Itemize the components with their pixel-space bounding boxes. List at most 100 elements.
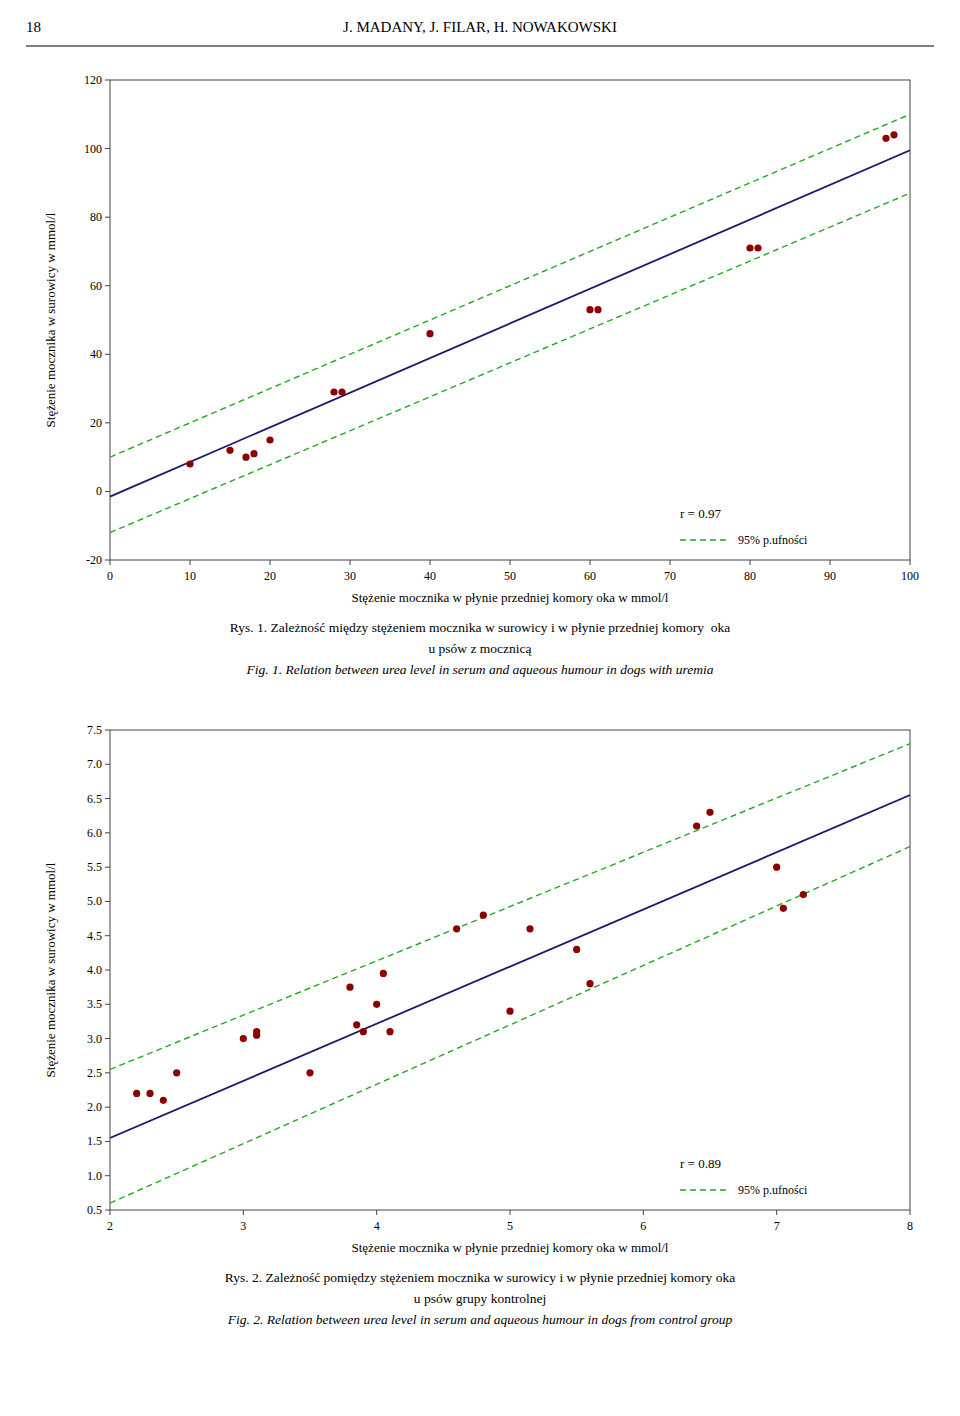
x-tick-label: 5 [507, 1219, 513, 1233]
caption: Fig. 1. Relation between urea level in s… [246, 662, 714, 677]
page-number: 18 [26, 19, 41, 35]
x-tick-label: 70 [664, 569, 676, 583]
x-tick [510, 1210, 511, 1215]
annotation-line-sample [680, 1189, 730, 1190]
x-tick-label: 90 [824, 569, 836, 583]
confidence-line [110, 193, 910, 532]
scatter-point [240, 1035, 247, 1042]
plot-marks [110, 114, 910, 532]
y-tick [105, 1107, 110, 1108]
chart: 0102030405060708090100-20020406080100120… [43, 73, 919, 677]
y-tick [105, 1038, 110, 1039]
y-tick [105, 1072, 110, 1073]
scatter-point [754, 244, 761, 251]
chart: 23456780.51.01.52.02.53.03.54.04.55.05.5… [43, 723, 913, 1327]
scatter-point [746, 244, 753, 251]
confidence-line [110, 847, 910, 1204]
y-tick-label: 2.5 [87, 1066, 102, 1080]
y-tick-label: 20 [90, 416, 102, 430]
x-tick [750, 560, 751, 565]
y-tick-label: 60 [90, 279, 102, 293]
annotation-line-sample [680, 539, 730, 540]
y-tick-label: 120 [84, 73, 102, 87]
x-tick-label: 3 [240, 1219, 246, 1233]
x-tick [643, 1210, 644, 1215]
y-tick [105, 217, 110, 218]
y-tick-label: 3.0 [87, 1032, 102, 1046]
scatter-point [586, 980, 593, 987]
y-tick [105, 354, 110, 355]
confidence-line [110, 114, 910, 457]
caption: u psów grupy kontrolnej [414, 1291, 546, 1306]
scatter-point [146, 1090, 153, 1097]
scatter-point [800, 891, 807, 898]
scatter-point [306, 1069, 313, 1076]
scatter-point [253, 1028, 260, 1035]
y-tick [105, 1210, 110, 1211]
y-tick-label: 7.5 [87, 723, 102, 737]
scatter-point [266, 436, 273, 443]
scatter-point [160, 1097, 167, 1104]
page-header: J. MADANY, J. FILAR, H. NOWAKOWSKI [343, 19, 617, 35]
y-tick-label: 7.0 [87, 757, 102, 771]
y-tick-label: 6.5 [87, 792, 102, 806]
plot-frame [110, 80, 910, 560]
x-tick [430, 560, 431, 565]
y-tick-label: 0 [96, 484, 102, 498]
y-tick-label: 3.5 [87, 997, 102, 1011]
scatter-point [426, 330, 433, 337]
scatter-point [882, 135, 889, 142]
y-tick [105, 764, 110, 765]
x-tick-label: 10 [184, 569, 196, 583]
x-tick [910, 1210, 911, 1215]
y-tick-label: 5.0 [87, 894, 102, 908]
scatter-point [330, 388, 337, 395]
y-tick [105, 1175, 110, 1176]
y-tick-label: 6.0 [87, 826, 102, 840]
y-tick-label: 0.5 [87, 1203, 102, 1217]
scatter-point [453, 925, 460, 932]
x-tick [110, 1210, 111, 1215]
y-axis-label: Stężenie mocznika w surowicy w mmol/l [43, 862, 58, 1077]
x-tick-label: 8 [907, 1219, 913, 1233]
y-tick-label: 4.5 [87, 929, 102, 943]
scatter-point [780, 905, 787, 912]
plot-marks [110, 744, 910, 1203]
scatter-point [890, 131, 897, 138]
x-tick [110, 560, 111, 565]
y-tick [105, 901, 110, 902]
x-tick [350, 560, 351, 565]
x-tick-label: 2 [107, 1219, 113, 1233]
x-tick-label: 50 [504, 569, 516, 583]
y-tick-label: -20 [86, 553, 102, 567]
annotation: r = 0.97 [680, 506, 721, 521]
x-tick [776, 1210, 777, 1215]
scatter-point [346, 984, 353, 991]
page: J. MADANY, J. FILAR, H. NOWAKOWSKI 18 0 10 2… [0, 0, 960, 1416]
x-tick [590, 560, 591, 565]
scatter-point [586, 306, 593, 313]
scatter-point [773, 864, 780, 871]
y-tick [105, 80, 110, 81]
scatter-point [133, 1090, 140, 1097]
scatter-point [480, 912, 487, 919]
scatter-point [693, 822, 700, 829]
y-tick [105, 285, 110, 286]
y-tick-label: 1.5 [87, 1134, 102, 1148]
regression-line [110, 150, 910, 496]
y-tick [105, 935, 110, 936]
x-tick-label: 80 [744, 569, 756, 583]
x-tick [190, 560, 191, 565]
caption: Fig. 2. Relation between urea level in s… [227, 1312, 733, 1327]
x-tick [270, 560, 271, 565]
scatter-point [594, 306, 601, 313]
x-tick-label: 40 [424, 569, 436, 583]
scatter-point [226, 447, 233, 454]
scatter-point [526, 925, 533, 932]
scatter-point [506, 1008, 513, 1015]
x-tick-label: 7 [774, 1219, 780, 1233]
y-tick [105, 970, 110, 971]
y-tick-label: 1.0 [87, 1169, 102, 1183]
scatter-point [173, 1069, 180, 1076]
x-tick [910, 560, 911, 565]
